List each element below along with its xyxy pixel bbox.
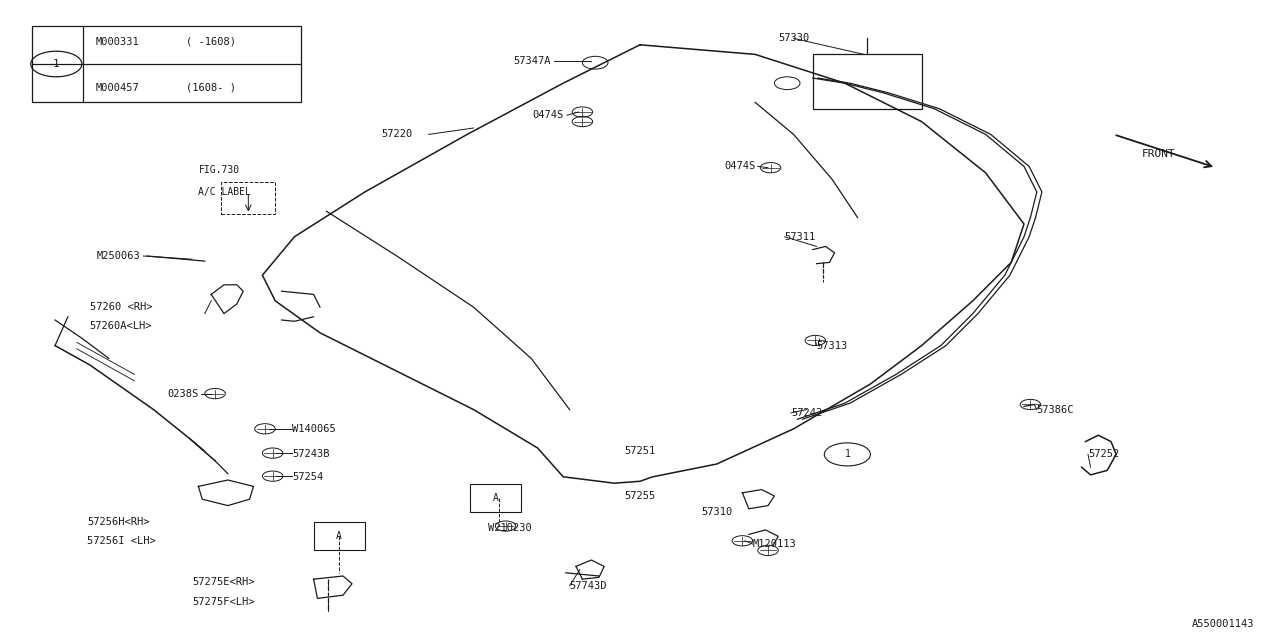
Text: 57260 <RH>: 57260 <RH> — [90, 302, 152, 312]
Text: (1608- ): (1608- ) — [186, 83, 236, 93]
Text: 57330: 57330 — [778, 33, 809, 44]
Bar — [470, 484, 521, 512]
Text: 57311: 57311 — [785, 232, 815, 242]
Text: W140065: W140065 — [292, 424, 335, 434]
Text: 57242: 57242 — [791, 408, 822, 418]
Text: 57252: 57252 — [1088, 449, 1119, 460]
Text: A: A — [337, 531, 342, 541]
Text: 57254: 57254 — [292, 472, 323, 482]
Text: 0474S: 0474S — [724, 161, 755, 172]
Text: 57275E<RH>: 57275E<RH> — [192, 577, 255, 588]
Text: FIG.730: FIG.730 — [198, 164, 239, 175]
Bar — [32, 26, 301, 102]
Text: 57220: 57220 — [381, 129, 412, 140]
Text: 57743D: 57743D — [570, 580, 607, 591]
Text: 57310: 57310 — [701, 507, 732, 517]
Text: W210230: W210230 — [488, 523, 531, 533]
Text: FRONT: FRONT — [1142, 148, 1175, 159]
Text: 57251: 57251 — [625, 446, 655, 456]
Text: 57243B: 57243B — [292, 449, 329, 460]
Text: 1: 1 — [52, 59, 60, 69]
Text: 57347A: 57347A — [513, 56, 550, 66]
Text: 0474S: 0474S — [532, 110, 563, 120]
Text: A: A — [493, 493, 498, 503]
Text: M000331: M000331 — [96, 36, 140, 47]
Text: 57256I <LH>: 57256I <LH> — [87, 536, 156, 546]
Text: 57256H<RH>: 57256H<RH> — [87, 516, 150, 527]
Text: M250063: M250063 — [97, 251, 141, 261]
Text: A550001143: A550001143 — [1192, 619, 1254, 629]
Text: A/C LABEL: A/C LABEL — [198, 187, 251, 197]
Text: 57260A<LH>: 57260A<LH> — [90, 321, 152, 332]
Text: 57255: 57255 — [625, 491, 655, 501]
Text: 57313: 57313 — [817, 340, 847, 351]
Text: 57275F<LH>: 57275F<LH> — [192, 596, 255, 607]
Text: 1: 1 — [845, 449, 850, 460]
Text: 0238S: 0238S — [168, 388, 198, 399]
Text: 57386C: 57386C — [1037, 404, 1074, 415]
Text: M000457: M000457 — [96, 83, 140, 93]
Text: M120113: M120113 — [753, 539, 796, 549]
Bar — [813, 54, 922, 109]
Bar — [221, 182, 275, 214]
Bar — [314, 522, 365, 550]
Text: ( -1608): ( -1608) — [186, 36, 236, 47]
